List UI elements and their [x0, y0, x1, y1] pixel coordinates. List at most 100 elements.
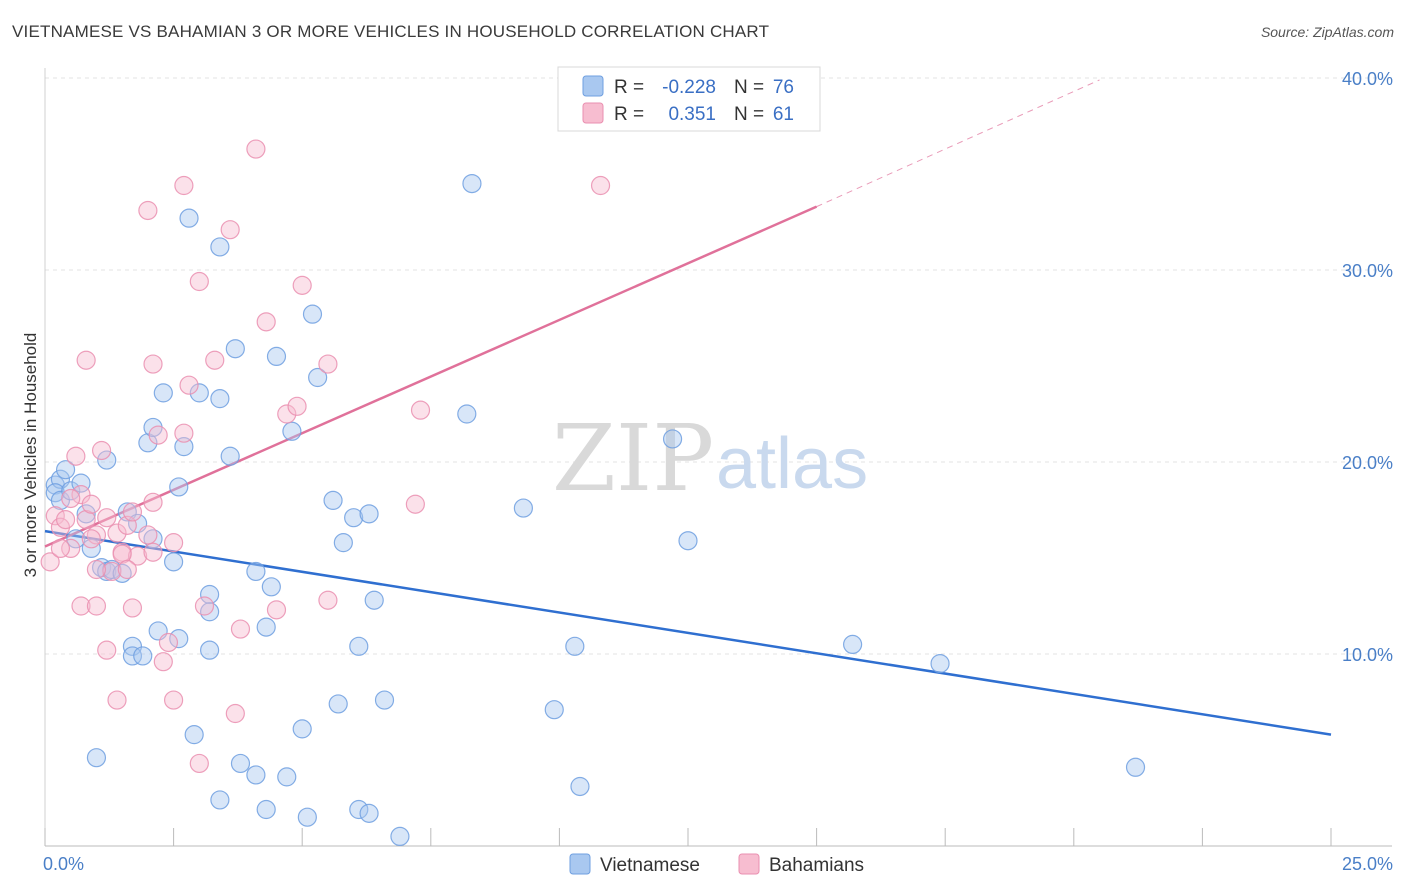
- trend-lines: [44, 79, 1332, 736]
- data-point-vietnamese: [55, 460, 76, 480]
- data-point-vietnamese: [261, 577, 281, 597]
- data-point-vietnamese: [359, 803, 379, 823]
- data-point-bahamians: [277, 404, 297, 424]
- watermark-atlas: atlas: [716, 424, 868, 504]
- data-point-bahamians: [143, 542, 163, 562]
- data-point-bahamians: [86, 525, 107, 545]
- legend-r-label: R =: [614, 77, 644, 98]
- data-point-bahamians: [194, 596, 215, 616]
- data-point-vietnamese: [210, 389, 230, 409]
- y-tick-label: 20.0%: [1342, 453, 1393, 473]
- data-point-bahamians: [71, 485, 91, 505]
- data-point-bahamians: [86, 559, 107, 580]
- data-point-bahamians: [61, 488, 81, 509]
- data-point-bahamians: [45, 506, 65, 526]
- data-point-bahamians: [138, 525, 158, 545]
- data-point-vietnamese: [930, 653, 950, 674]
- data-point-bahamians: [91, 440, 112, 461]
- data-point-vietnamese: [344, 508, 364, 528]
- chart-source: Source: ZipAtlas.com: [1260, 24, 1394, 40]
- data-point-vietnamese: [1125, 757, 1146, 777]
- legend-label-bahamians: Bahamians: [769, 855, 864, 876]
- data-point-bahamians: [318, 590, 338, 610]
- data-point-bahamians: [127, 546, 148, 566]
- trend-extension-bahamians: [816, 79, 1100, 208]
- data-point-bahamians: [143, 354, 163, 374]
- legend-swatch-vietnamese: [569, 853, 591, 875]
- data-point-bahamians: [143, 492, 163, 512]
- data-point-vietnamese: [513, 498, 533, 518]
- data-point-vietnamese: [266, 346, 287, 366]
- data-point-vietnamese: [189, 383, 209, 403]
- y-tick-label: 30.0%: [1342, 261, 1393, 281]
- axes: [44, 68, 1392, 847]
- data-point-vietnamese: [184, 725, 204, 745]
- data-point-vietnamese: [333, 533, 353, 553]
- y-axis-label: 3 or more Vehicles in Household: [21, 333, 40, 578]
- data-point-vietnamese: [570, 776, 590, 797]
- data-point-vietnamese: [256, 799, 276, 820]
- data-point-bahamians: [81, 529, 101, 549]
- legend-r-value-bahamians: 0.351: [668, 104, 716, 125]
- data-point-bahamians: [50, 538, 71, 559]
- data-point-vietnamese: [230, 753, 251, 774]
- data-point-bahamians: [76, 509, 96, 530]
- data-point-vietnamese: [256, 617, 276, 637]
- data-point-vietnamese: [153, 383, 173, 403]
- x-tick-label: 0.0%: [43, 854, 84, 874]
- data-point-vietnamese: [200, 640, 220, 660]
- data-point-bahamians: [112, 544, 132, 564]
- data-point-bahamians: [61, 538, 81, 559]
- data-point-bahamians: [97, 640, 117, 660]
- data-point-bahamians: [122, 598, 143, 618]
- data-point-vietnamese: [349, 636, 369, 656]
- data-point-bahamians: [189, 271, 209, 292]
- data-point-bahamians: [117, 559, 137, 580]
- chart-title: VIETNAMESE VS BAHAMIAN 3 OR MORE VEHICLE…: [12, 22, 770, 41]
- legend-label-vietnamese: Vietnamese: [600, 855, 700, 876]
- data-point-bahamians: [410, 400, 431, 420]
- data-point-bahamians: [153, 652, 173, 672]
- data-point-bahamians: [107, 690, 127, 710]
- data-point-vietnamese: [565, 636, 585, 656]
- data-point-bahamians: [405, 494, 425, 514]
- data-point-bahamians: [122, 502, 143, 522]
- data-point-vietnamese: [169, 629, 189, 649]
- legend-n-label: N =: [734, 104, 764, 125]
- legend-n-value-vietnamese: 76: [773, 77, 794, 98]
- y-tick-label: 10.0%: [1342, 645, 1393, 665]
- data-point-vietnamese: [246, 561, 266, 582]
- data-point-vietnamese: [662, 429, 683, 449]
- data-point-bahamians: [318, 354, 338, 374]
- data-point-vietnamese: [122, 646, 143, 666]
- y-tick-label: 40.0%: [1342, 69, 1393, 89]
- tick-labels: 10.0% 20.0% 30.0% 40.0% 0.0% 25.0%: [43, 69, 1393, 874]
- data-point-vietnamese: [210, 790, 230, 810]
- legend-r-value-vietnamese: -0.228: [662, 77, 716, 98]
- data-point-bahamians: [81, 494, 101, 514]
- data-point-vietnamese: [678, 531, 698, 551]
- data-point-bahamians: [230, 619, 251, 639]
- data-point-vietnamese: [282, 421, 302, 441]
- data-point-bahamians: [102, 561, 122, 582]
- data-point-bahamians: [97, 508, 117, 528]
- legend-swatch-bahamians: [738, 853, 760, 875]
- data-point-vietnamese: [86, 748, 107, 768]
- data-point-bahamians: [164, 533, 184, 553]
- data-point-vietnamese: [292, 719, 312, 739]
- data-point-vietnamese: [843, 634, 863, 655]
- data-point-vietnamese: [200, 602, 220, 622]
- data-point-vietnamese: [390, 826, 410, 847]
- data-point-vietnamese: [210, 237, 230, 257]
- data-point-bahamians: [205, 350, 225, 370]
- grid-lines: [45, 77, 1392, 655]
- data-point-bahamians: [138, 200, 158, 221]
- correlation-legend: R = -0.228 N = 76 R = 0.351 N = 61: [557, 66, 821, 132]
- data-point-vietnamese: [457, 404, 477, 424]
- data-point-vietnamese: [277, 767, 297, 787]
- data-point-vietnamese: [179, 208, 199, 228]
- x-tick-label: 25.0%: [1342, 854, 1393, 874]
- data-point-bahamians: [174, 175, 194, 196]
- data-point-bahamians: [225, 703, 245, 724]
